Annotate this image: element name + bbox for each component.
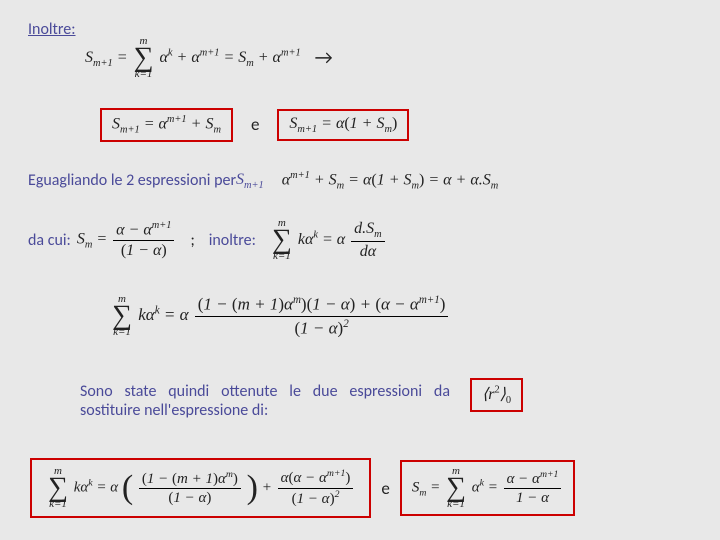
arrow-right: → <box>315 46 333 70</box>
connector-e-2: e <box>381 478 389 499</box>
equation-row-1: Sm+1 = m∑k=1 αk + αm+1 = Sm + αm+1 → <box>85 36 347 80</box>
eq-equate: αm+1 + Sm = α(1 + Sm) = α + α.Sm <box>282 170 499 192</box>
box-eq-right: Sm+1 = α(1 + Sm) <box>277 109 409 141</box>
box-final-left: m∑k=1 kαk = α ( (1 − (m + 1)αm) (1 − α) … <box>30 458 371 518</box>
label-sono-state: Sono state quindi ottenute le due espres… <box>80 382 450 420</box>
label-inoltre: Inoltre: <box>28 20 76 39</box>
label-da-cui: da cui: <box>28 231 71 250</box>
connector-e-1: e <box>251 114 259 135</box>
box-eq-left: Sm+1 = αm+1 + Sm <box>100 108 233 142</box>
s-m-plus-1: Sm+1 <box>236 171 264 191</box>
eq-big-deriv: m∑k=1 kαk = α (1 − (m + 1)αm)(1 − α) + (… <box>110 294 450 338</box>
equation-row-5: m∑k=1 kαk = α (1 − (m + 1)αm)(1 − α) + (… <box>110 294 450 338</box>
eq-sum-deriv: m∑k=1 kαk = α d.Sm dα <box>270 218 387 262</box>
eq-sm-frac: Sm = α − αm+1 (1 − α) <box>77 220 177 260</box>
equation-row-7: m∑k=1 kαk = α ( (1 − (m + 1)αm) (1 − α) … <box>30 458 575 518</box>
box-r2-avg: ⟨r2⟩0 <box>470 378 523 412</box>
equation-row-2: Sm+1 = αm+1 + Sm e Sm+1 = α(1 + Sm) <box>100 108 409 142</box>
eq-sm1-sum: Sm+1 = m∑k=1 αk + αm+1 = Sm + αm+1 <box>85 36 301 80</box>
label-inoltre-2: inoltre: <box>209 231 256 250</box>
box-final-right: Sm = m∑k=1 αk = α − αm+1 1 − α <box>400 460 576 516</box>
label-eguagliando: Eguagliando le 2 espressioni per <box>28 171 236 190</box>
equation-row-3: Eguagliando le 2 espressioni per Sm+1 αm… <box>28 170 498 192</box>
semicolon: ; <box>190 231 194 250</box>
equation-row-4: da cui: Sm = α − αm+1 (1 − α) ; inoltre:… <box>28 218 387 262</box>
